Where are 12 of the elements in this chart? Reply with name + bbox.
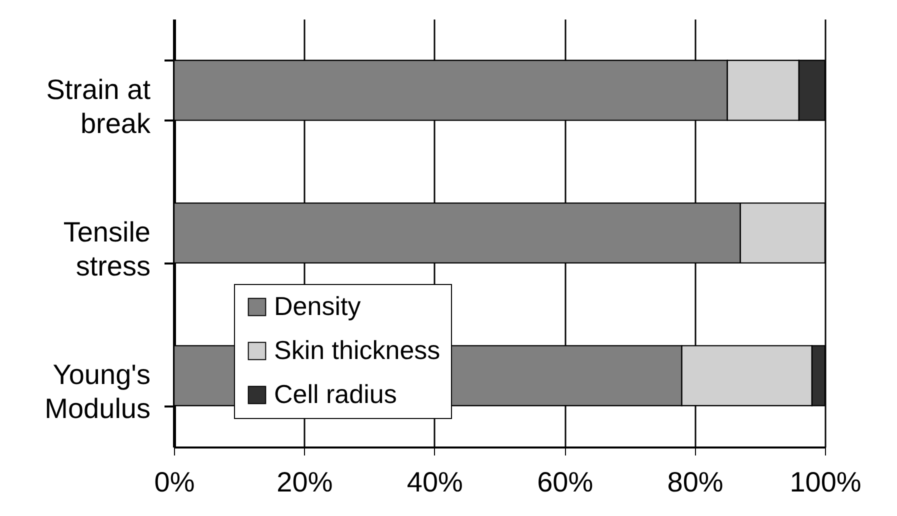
x-tick-label: 60% <box>537 466 594 498</box>
y-tick-label: Strain at break <box>46 74 152 139</box>
legend-label: Skin thickness <box>274 335 440 365</box>
x-tick-label: 40% <box>406 466 463 498</box>
x-tick-label: 20% <box>276 466 333 498</box>
x-tick-label: 100% <box>790 466 862 498</box>
legend-label: Cell radius <box>274 379 397 409</box>
legend-label: Density <box>274 291 361 321</box>
y-tick-label: Tensile stress <box>63 216 150 282</box>
x-tick-label: 80% <box>667 466 724 498</box>
x-tick-label: 0% <box>154 466 195 498</box>
y-tick-label: Young's Modulus <box>44 359 150 424</box>
